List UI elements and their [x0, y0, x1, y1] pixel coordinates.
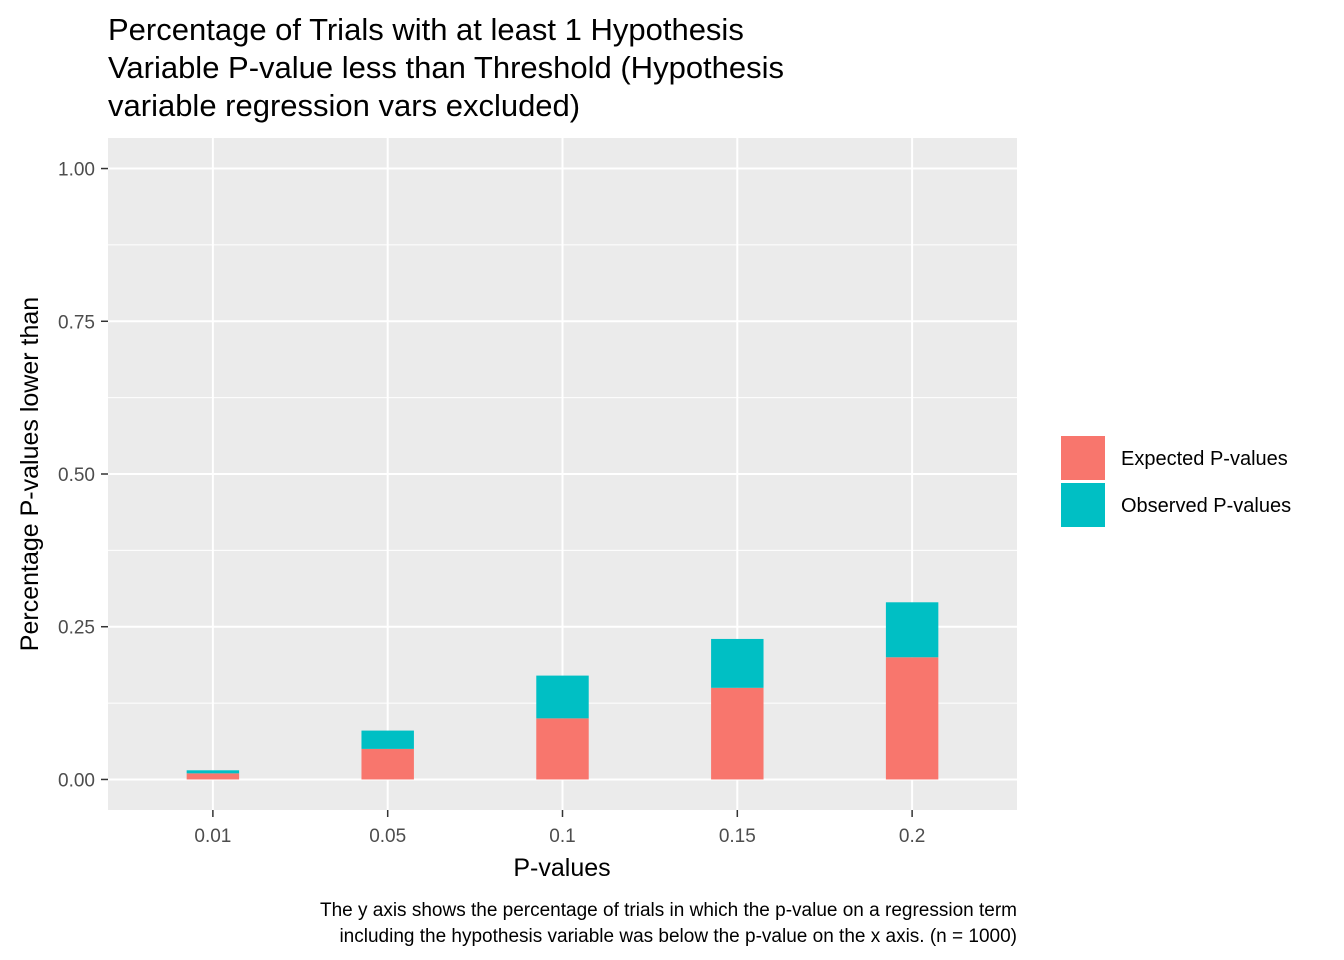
bar-observed-p-values-0.2: [885, 602, 939, 658]
bar-expected-p-values-0.01: [186, 773, 240, 780]
legend-key: [1061, 483, 1105, 527]
legend-key: [1061, 436, 1105, 480]
bar-observed-p-values-0.01: [186, 770, 240, 774]
x-tick-label: 0.2: [899, 826, 925, 847]
chart-title: Percentage of Trials with at least 1 Hyp…: [108, 12, 784, 123]
bars: [186, 602, 939, 780]
chart-title-line-1: Percentage of Trials with at least 1 Hyp…: [108, 12, 744, 47]
x-tick-label: 0.05: [369, 826, 406, 847]
legend-label: Expected P-values: [1121, 448, 1288, 470]
caption-line-1: The y axis shows the percentage of trial…: [320, 900, 1017, 921]
y-tick-label: 0.25: [58, 618, 95, 639]
legend: Expected P-values Observed P-values: [1061, 436, 1291, 527]
y-axis: 0.00 0.25 0.50 0.75 1.00: [58, 160, 108, 791]
bar-observed-p-values-0.1: [536, 675, 589, 719]
chart-title-line-2: Variable P-value less than Threshold (Hy…: [108, 50, 784, 85]
bar-expected-p-values-0.2: [885, 657, 939, 780]
bar-expected-p-values-0.1: [536, 718, 589, 780]
y-axis-title: Percentage P-values lower than: [16, 297, 44, 651]
bar-expected-p-values-0.15: [711, 687, 764, 780]
bar-expected-p-values-0.05: [361, 748, 414, 780]
y-tick-label: 0.50: [58, 465, 95, 486]
chart-title-line-3: variable regression vars excluded): [108, 88, 580, 123]
caption-line-2: including the hypothesis variable was be…: [339, 926, 1017, 947]
legend-label: Observed P-values: [1121, 495, 1291, 517]
bar-observed-p-values-0.15: [711, 638, 764, 688]
caption: The y axis shows the percentage of trial…: [320, 900, 1017, 947]
bar-observed-p-values-0.05: [361, 730, 414, 749]
grid-major: [108, 138, 1017, 810]
x-tick-label: 0.15: [719, 826, 756, 847]
x-tick-label: 0.01: [194, 826, 231, 847]
x-axis: 0.01 0.05 0.1 0.15 0.2: [194, 810, 925, 847]
y-tick-label: 1.00: [58, 160, 95, 181]
x-tick-label: 0.1: [549, 826, 575, 847]
y-tick-label: 0.75: [58, 312, 95, 333]
x-axis-title: P-values: [513, 854, 610, 882]
y-tick-label: 0.00: [58, 770, 95, 791]
